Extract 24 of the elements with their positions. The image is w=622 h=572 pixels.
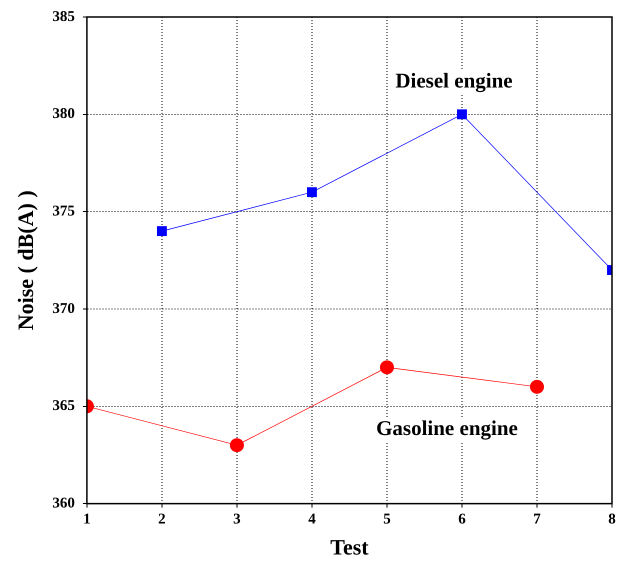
point xyxy=(306,187,317,198)
point xyxy=(230,438,244,452)
point xyxy=(380,360,394,374)
x-tick-label: 6 xyxy=(458,511,466,528)
y-axis-title: Noise ( dB(A) ) xyxy=(12,190,38,330)
x-tick-label: 8 xyxy=(608,511,616,528)
y-tick-label: 370 xyxy=(52,300,75,317)
point xyxy=(156,226,167,236)
series-label: Diesel engine xyxy=(395,68,513,93)
x-tick-label: 5 xyxy=(383,511,391,528)
y-tick-label: 360 xyxy=(52,495,75,512)
point xyxy=(530,380,544,394)
y-tick-label: 380 xyxy=(52,106,75,122)
x-tick-label: 7 xyxy=(533,511,542,528)
x-axis-title: Test xyxy=(330,534,370,560)
x-tick-label: 2 xyxy=(158,511,166,528)
x-tick-label: 4 xyxy=(308,511,316,528)
x-tick-label: 3 xyxy=(233,511,241,528)
y-tick-label: 375 xyxy=(52,204,75,220)
x-tick-label: 1 xyxy=(83,511,91,528)
y-tick-label: 365 xyxy=(52,398,75,414)
point xyxy=(457,109,467,120)
series-label: Gasoline engine xyxy=(376,416,518,440)
y-tick-label: 385 xyxy=(52,8,75,25)
